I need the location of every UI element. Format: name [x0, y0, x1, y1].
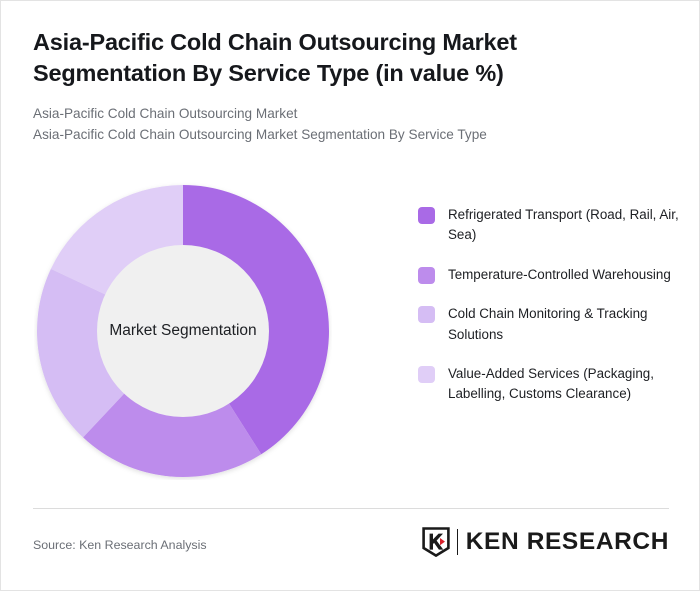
chart-legend: Refrigerated Transport (Road, Rail, Air,… — [418, 205, 680, 405]
legend-item[interactable]: Cold Chain Monitoring & Tracking Solutio… — [418, 304, 680, 345]
legend-swatch-icon — [418, 365, 435, 383]
legend-item-label: Refrigerated Transport (Road, Rail, Air,… — [448, 207, 679, 243]
donut-chart: Market Segmentation — [34, 182, 332, 480]
legend-item-label: Cold Chain Monitoring & Tracking Solutio… — [448, 306, 648, 342]
brand-logo: KEN RESEARCH — [421, 525, 669, 559]
source-note: Source: Ken Research Analysis — [33, 538, 207, 552]
donut-svg — [36, 185, 329, 477]
legend-swatch-icon — [418, 207, 435, 224]
legend-item-label: Value-Added Services (Packaging, Labelli… — [448, 365, 654, 402]
legend-swatch-icon — [418, 266, 435, 284]
ken-research-logo-icon — [422, 527, 450, 557]
legend-item[interactable]: Temperature-Controlled Warehousing — [418, 265, 680, 285]
chart-body: Market Segmentation Refrigerated Transpo… — [1, 169, 699, 499]
legend-item[interactable]: Refrigerated Transport (Road, Rail, Air,… — [418, 205, 680, 246]
brand-divider — [456, 529, 458, 555]
subtitle-line-1: Asia-Pacific Cold Chain Outsourcing Mark… — [33, 105, 298, 121]
legend-swatch-icon — [418, 306, 435, 324]
legend-item[interactable]: Value-Added Services (Packaging, Labelli… — [418, 364, 680, 405]
donut-hole — [97, 245, 269, 417]
footer-divider — [33, 508, 669, 509]
subtitle-line-2: Asia-Pacific Cold Chain Outsourcing Mark… — [33, 126, 487, 142]
page-title: Asia-Pacific Cold Chain Outsourcing Mark… — [33, 29, 517, 87]
brand-wordmark: KEN RESEARCH — [465, 527, 669, 555]
legend-item-label: Temperature-Controlled Warehousing — [448, 266, 671, 282]
chart-header: Asia-Pacific Cold Chain Outsourcing Mark… — [33, 27, 653, 145]
chart-subtitle: Asia-Pacific Cold Chain Outsourcing Mark… — [33, 103, 653, 145]
